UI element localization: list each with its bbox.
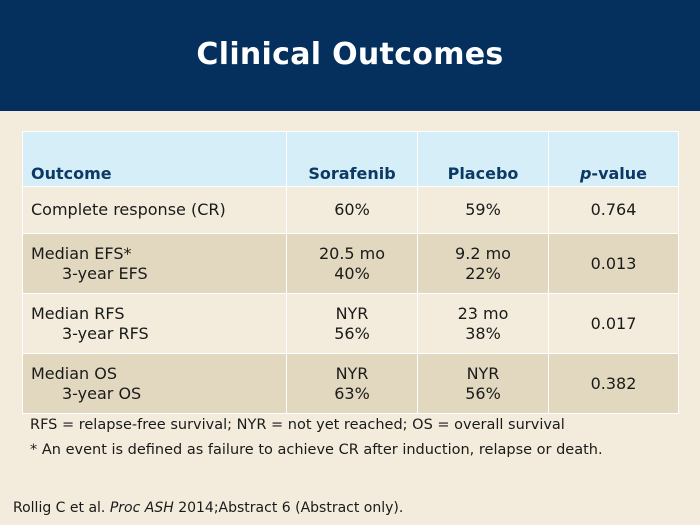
cell-pvalue: 0.382 (548, 353, 679, 414)
table-row-os: Median OS 3-year OS NYR 63% NYR 56% 0.38… (22, 353, 679, 414)
header-sorafenib: Sorafenib (286, 131, 418, 187)
cell-placebo: 9.2 mo 22% (417, 233, 549, 294)
value-main: 20.5 mo (318, 243, 386, 263)
citation: Rollig C et al. Proc ASH 2014;Abstract 6… (13, 500, 403, 516)
header-placebo: Placebo (417, 131, 549, 187)
citation-journal: Proc ASH (109, 500, 174, 516)
cell-sorafenib: NYR 56% (286, 293, 418, 354)
slide-title: Clinical Outcomes (196, 36, 504, 72)
outcomes-table: Outcome Sorafenib Placebo p-value Comple… (22, 131, 679, 414)
cell-placebo: 23 mo 38% (417, 293, 549, 354)
cell-label: Median EFS* 3-year EFS (22, 233, 287, 294)
value-sub: 40% (334, 263, 370, 283)
value-main: NYR (335, 363, 369, 383)
table-header-row: Outcome Sorafenib Placebo p-value (22, 131, 679, 187)
value-main: NYR (466, 363, 500, 383)
value-sub: 56% (465, 383, 501, 403)
footnotes: RFS = relapse-free survival; NYR = not y… (30, 416, 650, 466)
value-main: 9.2 mo (455, 243, 511, 263)
value-sub: 63% (334, 383, 370, 403)
cell-label: Median OS 3-year OS (22, 353, 287, 414)
cell-pvalue: 0.017 (548, 293, 679, 354)
cell-pvalue: 0.013 (548, 233, 679, 294)
citation-details: 2014;Abstract 6 (Abstract only). (178, 500, 404, 516)
label-main: Median OS (31, 363, 118, 383)
value-main: 23 mo (457, 303, 509, 323)
value-main: NYR (335, 303, 369, 323)
cell-label: Complete response (CR) (22, 186, 287, 234)
value-sub: 56% (334, 323, 370, 343)
header-pvalue: p-value (548, 131, 679, 187)
label-sub: 3-year EFS (62, 263, 148, 283)
header-pvalue-italic: p (579, 164, 592, 183)
label-main: Median RFS (31, 303, 125, 323)
abbreviations-note: RFS = relapse-free survival; NYR = not y… (30, 417, 565, 433)
table-row-rfs: Median RFS 3-year RFS NYR 56% 23 mo 38% … (22, 293, 679, 354)
label-main: Median EFS* (31, 243, 132, 263)
cell-placebo: NYR 56% (417, 353, 549, 414)
event-definition-note: * An event is defined as failure to achi… (30, 442, 603, 458)
header-pvalue-rest: -value (591, 164, 648, 183)
table-row-cr: Complete response (CR) 60% 59% 0.764 (22, 186, 679, 234)
cell-pvalue: 0.764 (548, 186, 679, 234)
value-sub: 38% (465, 323, 501, 343)
cell-placebo: 59% (417, 186, 549, 234)
label-sub: 3-year RFS (62, 323, 149, 343)
table-row-efs: Median EFS* 3-year EFS 20.5 mo 40% 9.2 m… (22, 233, 679, 294)
citation-authors: Rollig C et al. (13, 500, 106, 516)
label-sub: 3-year OS (62, 383, 142, 403)
cell-label: Median RFS 3-year RFS (22, 293, 287, 354)
cell-sorafenib: 20.5 mo 40% (286, 233, 418, 294)
cell-sorafenib: NYR 63% (286, 353, 418, 414)
title-bar: Clinical Outcomes (0, 0, 700, 111)
cell-sorafenib: 60% (286, 186, 418, 234)
value-sub: 22% (465, 263, 501, 283)
header-outcome: Outcome (22, 131, 287, 187)
